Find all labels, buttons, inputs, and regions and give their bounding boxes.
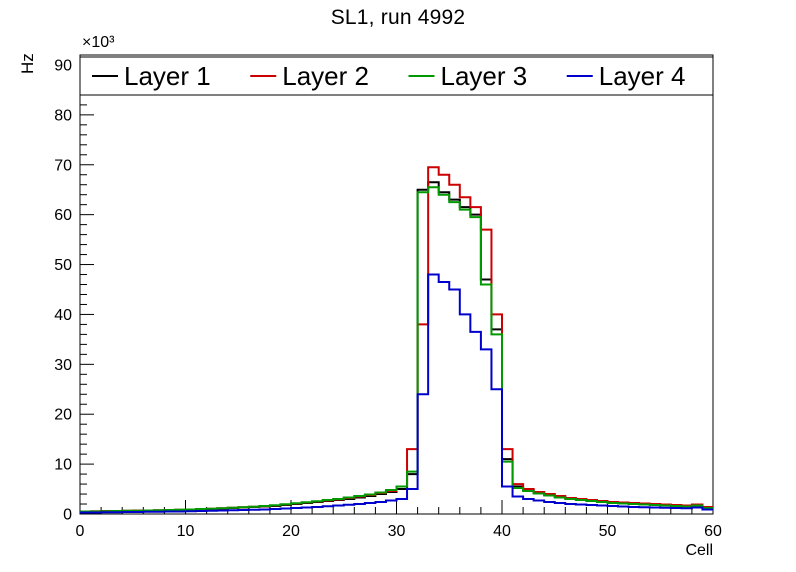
- y-tick-label: 60: [54, 207, 72, 224]
- legend-entry-layer-4: Layer 4: [566, 61, 686, 91]
- x-tick-label: 0: [76, 523, 85, 540]
- legend-entry-layer-3: Layer 3: [408, 61, 528, 91]
- y-scale-label: ×10³: [82, 34, 115, 51]
- legend-label: Layer 3: [441, 61, 528, 91]
- y-tick-label: 90: [54, 57, 72, 74]
- y-tick-label: 40: [54, 307, 72, 324]
- y-tick-label: 20: [54, 407, 72, 424]
- y-tick-label: 30: [54, 357, 72, 374]
- legend-box: [79, 56, 714, 96]
- series-layer-3: [80, 186, 713, 513]
- x-tick-label: 50: [599, 523, 617, 540]
- chart-title: SL1, run 4992: [330, 6, 466, 29]
- plot-frame: [79, 54, 714, 515]
- x-tick-label: 10: [177, 523, 195, 540]
- legend-label: Layer 4: [599, 61, 686, 91]
- x-tick-label: 30: [388, 523, 406, 540]
- legend-entry-layer-2: Layer 2: [250, 61, 369, 91]
- series-layer-1: [80, 181, 713, 513]
- y-tick-label: 80: [54, 107, 72, 124]
- y-tick-label: 70: [54, 157, 72, 174]
- x-tick-label: 40: [493, 523, 511, 540]
- y-axis-title: Hz: [18, 53, 37, 74]
- legend-label: Layer 2: [282, 61, 369, 91]
- series-layer-2: [80, 166, 713, 513]
- x-tick-label: 20: [282, 523, 300, 540]
- legend-label: Layer 1: [124, 61, 211, 91]
- series-layer-4: [80, 273, 713, 514]
- y-tick-label: 0: [63, 507, 72, 524]
- legend: Layer 1 Layer 2 Layer 3 Layer 4: [79, 56, 714, 96]
- x-tick-label: 60: [704, 523, 722, 540]
- y-tick-label: 10: [54, 457, 72, 474]
- legend-entry-layer-1: Layer 1: [92, 61, 211, 91]
- y-tick-label: 50: [54, 257, 72, 274]
- x-axis-title: Cell: [685, 542, 713, 559]
